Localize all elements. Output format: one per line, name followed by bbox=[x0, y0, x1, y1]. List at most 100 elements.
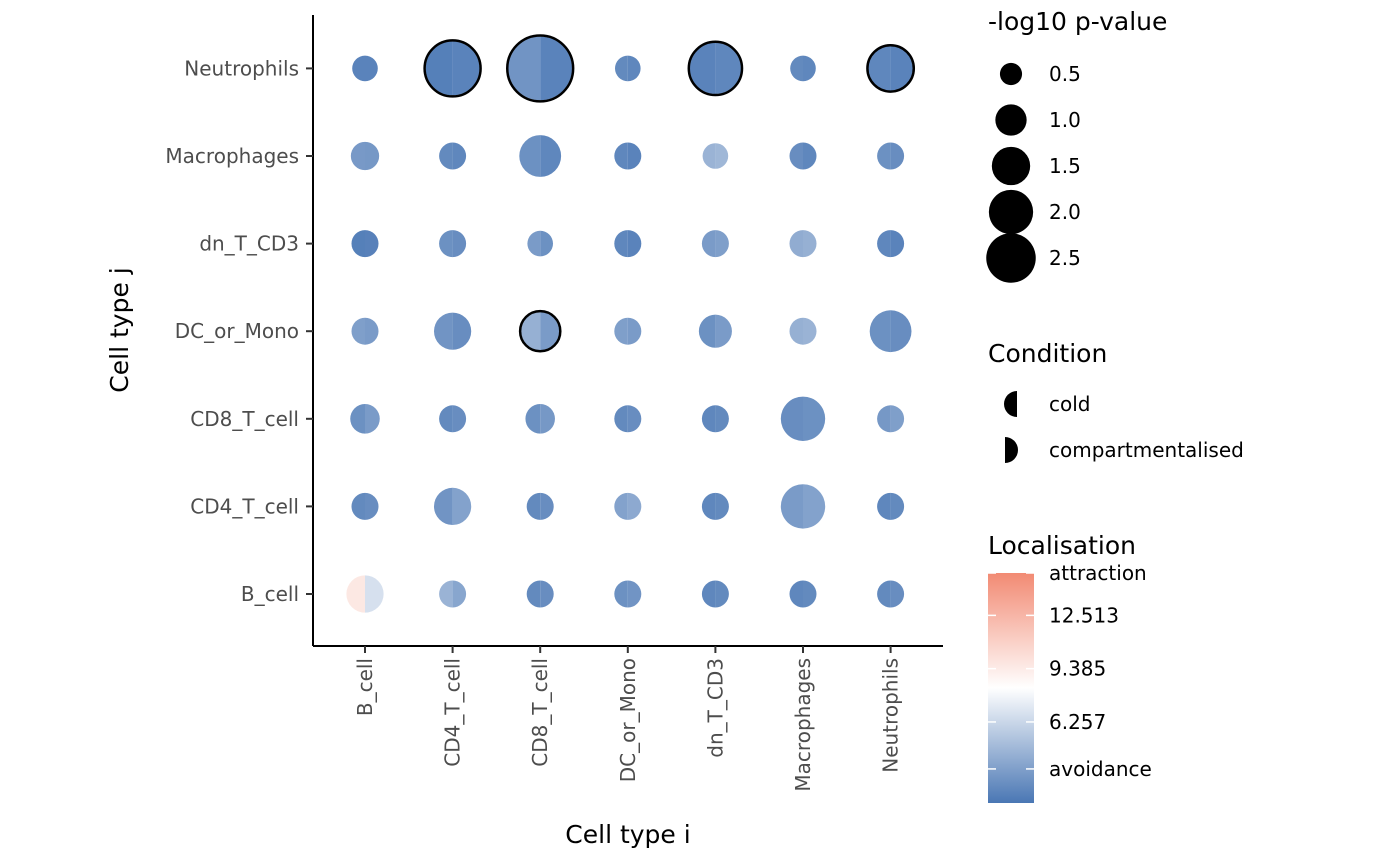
dot-half-cold bbox=[689, 42, 716, 95]
dot-half-cold bbox=[350, 404, 365, 434]
size-legend-label: 2.5 bbox=[1049, 246, 1081, 270]
dot-half-compartmentalised bbox=[803, 580, 817, 608]
significance-outline bbox=[423, 39, 482, 98]
dot-half-cold bbox=[433, 312, 453, 350]
split-dot bbox=[701, 405, 729, 433]
split-dot bbox=[527, 230, 554, 257]
dot-half-compartmentalised bbox=[715, 492, 729, 520]
dot-half-cold bbox=[351, 230, 365, 258]
significance-outline bbox=[518, 309, 562, 353]
dot-half-cold bbox=[614, 492, 628, 520]
dot-half-compartmentalised bbox=[890, 230, 905, 258]
size-legend-label: 0.5 bbox=[1049, 62, 1081, 86]
significance-outline bbox=[506, 34, 575, 103]
size-legend-key bbox=[991, 146, 1031, 186]
split-dot bbox=[789, 142, 817, 170]
split-dot bbox=[866, 43, 916, 93]
dot-half-compartmentalised bbox=[890, 405, 905, 433]
dot-half-compartmentalised bbox=[803, 230, 817, 258]
split-dot bbox=[439, 230, 467, 258]
split-dot bbox=[614, 142, 642, 170]
dot-half-cold bbox=[701, 580, 716, 608]
split-dot bbox=[439, 142, 467, 170]
dot-half-cold bbox=[346, 575, 365, 613]
dot-half-compartmentalised bbox=[715, 143, 729, 169]
colorbar-label: 9.385 bbox=[1049, 657, 1106, 681]
dot-half-cold bbox=[615, 55, 628, 82]
significance-outline bbox=[687, 40, 744, 97]
x-tick-label: CD8_T_cell bbox=[528, 658, 552, 767]
split-dot bbox=[877, 492, 905, 520]
split-dot bbox=[789, 317, 817, 345]
dot-half-compartmentalised bbox=[365, 404, 380, 434]
size-legend-title: -log10 p-value bbox=[988, 7, 1167, 36]
dot-half-compartmentalised bbox=[627, 55, 641, 82]
dot-half-cold bbox=[877, 230, 891, 258]
split-dot bbox=[439, 580, 467, 608]
dot-half-cold bbox=[789, 580, 803, 608]
split-dot bbox=[780, 396, 826, 441]
condition-legend-label: compartmentalised bbox=[1049, 438, 1244, 462]
split-dot bbox=[877, 142, 905, 170]
condition-legend-label: cold bbox=[1049, 392, 1090, 416]
dot-half-compartmentalised bbox=[452, 405, 467, 433]
dot-half-cold bbox=[508, 36, 541, 101]
dot-half-cold bbox=[789, 230, 803, 258]
x-tick-label: Macrophages bbox=[791, 658, 815, 792]
x-tick-label: B_cell bbox=[353, 658, 377, 716]
dot-half-compartmentalised bbox=[627, 142, 642, 170]
dot-half-compartmentalised bbox=[452, 142, 467, 170]
dot-half-compartmentalised bbox=[452, 230, 467, 258]
dot-half-compartmentalised bbox=[627, 405, 642, 433]
y-axis-ticks: B_cell CD4_T_cell CD8_T_cell DC_or_Mono dn_T… bbox=[165, 56, 313, 606]
dot-half-compartmentalised bbox=[627, 230, 642, 258]
split-dot bbox=[526, 492, 554, 520]
condition-legend: Condition cold compartmentalised bbox=[988, 339, 1244, 463]
points-layer bbox=[346, 34, 916, 613]
dot-half-compartmentalised bbox=[890, 46, 913, 91]
dot-half-cold bbox=[527, 230, 541, 257]
split-dot bbox=[351, 492, 379, 520]
x-tick-label: dn_T_CD3 bbox=[703, 658, 727, 758]
dot-half-cold bbox=[702, 143, 716, 169]
dot-half-cold bbox=[439, 405, 453, 433]
dot-half-compartmentalised bbox=[803, 396, 826, 441]
colorbar-label: 6.257 bbox=[1049, 710, 1106, 734]
dot-half-compartmentalised bbox=[715, 42, 742, 95]
dot-half-compartmentalised bbox=[365, 141, 380, 171]
split-dot bbox=[702, 143, 729, 169]
dot-half-cold bbox=[425, 41, 453, 96]
split-dot bbox=[350, 404, 380, 434]
dot-half-compartmentalised bbox=[452, 580, 467, 608]
dot-half-cold bbox=[780, 396, 803, 441]
split-dot bbox=[877, 580, 905, 608]
dot-half-cold bbox=[350, 141, 365, 171]
y-tick-label: CD8_T_cell bbox=[190, 407, 299, 431]
dot-half-cold bbox=[351, 492, 365, 520]
size-legend-key bbox=[995, 104, 1027, 136]
split-dot bbox=[526, 580, 554, 608]
dot-half-compartmentalised bbox=[627, 580, 642, 608]
y-tick-label: DC_or_Mono bbox=[175, 319, 299, 343]
dot-half-cold bbox=[868, 46, 891, 91]
colorbar-label: avoidance bbox=[1049, 757, 1152, 781]
split-dot bbox=[614, 405, 642, 433]
dot-half-cold bbox=[877, 405, 891, 433]
split-dot bbox=[614, 492, 642, 520]
dot-half-compartmentalised bbox=[715, 405, 729, 433]
split-dot bbox=[789, 580, 817, 608]
split-dot bbox=[790, 55, 816, 82]
dot-half-compartmentalised bbox=[803, 142, 817, 170]
split-dot bbox=[525, 404, 555, 434]
split-dot bbox=[423, 39, 482, 98]
dot-half-compartmentalised bbox=[627, 317, 642, 345]
dot-half-compartmentalised bbox=[540, 135, 562, 177]
dot-half-cold bbox=[780, 484, 803, 529]
y-tick-label: CD4_T_cell bbox=[190, 494, 299, 518]
split-dot bbox=[701, 580, 729, 608]
dot-half-cold bbox=[869, 310, 891, 353]
split-dot bbox=[614, 580, 642, 608]
split-dot bbox=[698, 314, 732, 348]
split-dot bbox=[519, 135, 562, 177]
